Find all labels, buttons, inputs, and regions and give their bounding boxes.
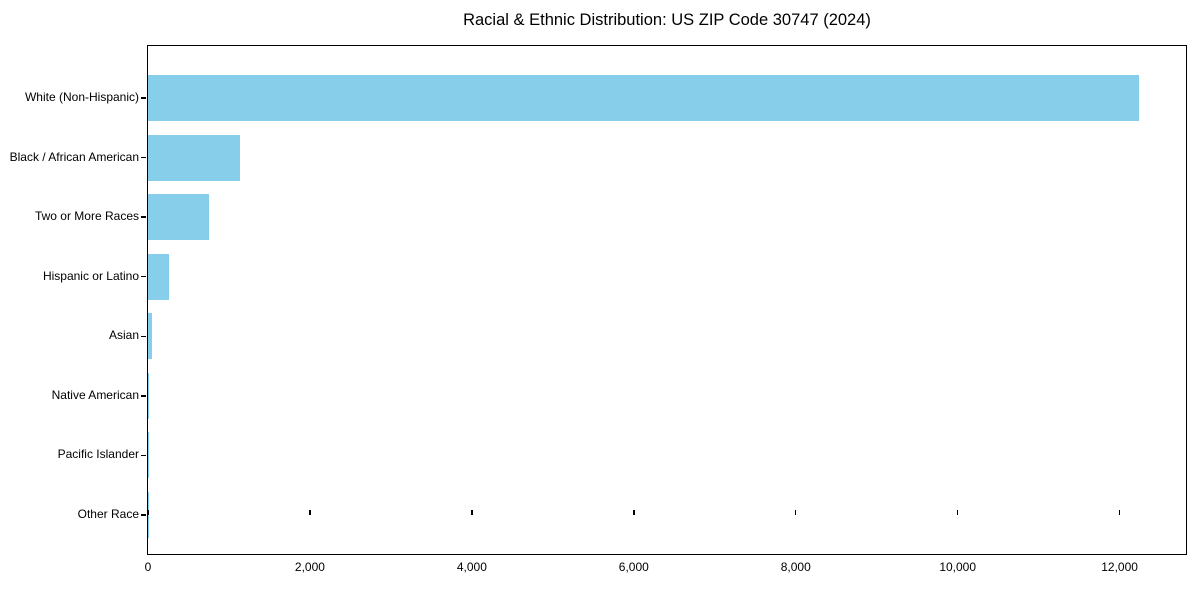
x-tick-label: 10,000 <box>939 560 977 574</box>
y-tick-label: Hispanic or Latino <box>42 268 139 283</box>
y-tick-mark <box>140 275 146 278</box>
bar-black-african-american <box>147 134 241 181</box>
bar-hispanic-or-latino <box>147 253 170 300</box>
x-tick-mark <box>956 509 959 515</box>
y-tick-label: Two or More Races <box>34 209 139 224</box>
x-tick-label: 2,000 <box>294 560 325 574</box>
y-tick-label: White (Non-Hispanic) <box>24 90 139 104</box>
x-tick-mark <box>633 509 635 515</box>
y-tick-mark <box>140 335 146 338</box>
x-tick-label: 0 <box>144 560 152 574</box>
x-tick-label: 6,000 <box>618 560 649 574</box>
y-tick-mark <box>140 454 146 457</box>
x-tick-mark <box>147 509 149 515</box>
x-tick-label: 8,000 <box>780 560 811 574</box>
bar-white-non-hispanic <box>147 75 1139 121</box>
y-tick-mark <box>140 97 146 99</box>
y-tick-label: Black / African American <box>9 149 139 164</box>
x-tick-mark <box>309 509 311 515</box>
bar-native-american <box>147 372 149 419</box>
y-tick-label: Other Race <box>77 506 139 521</box>
y-tick-label: Asian <box>108 328 139 343</box>
y-tick-mark <box>140 156 146 159</box>
y-tick-mark <box>140 216 146 218</box>
bar-two-or-more-races <box>147 194 209 241</box>
bar-asian <box>147 313 152 360</box>
y-tick-mark <box>140 514 146 516</box>
y-tick-label: Pacific Islander <box>57 447 139 462</box>
x-tick-mark <box>1118 509 1121 515</box>
x-tick-mark <box>471 509 473 515</box>
x-tick-label: 12,000 <box>1101 560 1138 574</box>
x-tick-label: 4,000 <box>456 560 487 574</box>
plot-area <box>140 45 1187 555</box>
y-tick-label: Native American <box>51 387 139 402</box>
y-tick-mark <box>140 395 146 397</box>
x-tick-mark <box>794 509 797 515</box>
chart-title: Racial & Ethnic Distribution: US ZIP Cod… <box>463 11 871 29</box>
